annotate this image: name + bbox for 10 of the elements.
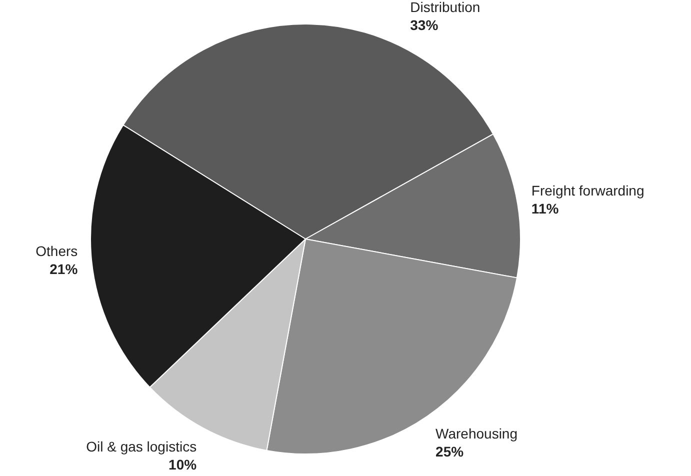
data-label: 11% — [531, 200, 560, 216]
data-label: 10% — [168, 456, 198, 472]
data-label: 33% — [410, 17, 439, 34]
slice-label: Freight forwarding — [531, 182, 644, 198]
data-label: 21% — [50, 261, 78, 277]
slice-label: Oil & gas logistics — [86, 438, 197, 454]
slice-label: Others — [36, 243, 78, 259]
slice-label: Distribution — [410, 0, 480, 16]
data-label: 25% — [436, 443, 464, 460]
slice-label: Warehousing — [436, 425, 518, 442]
